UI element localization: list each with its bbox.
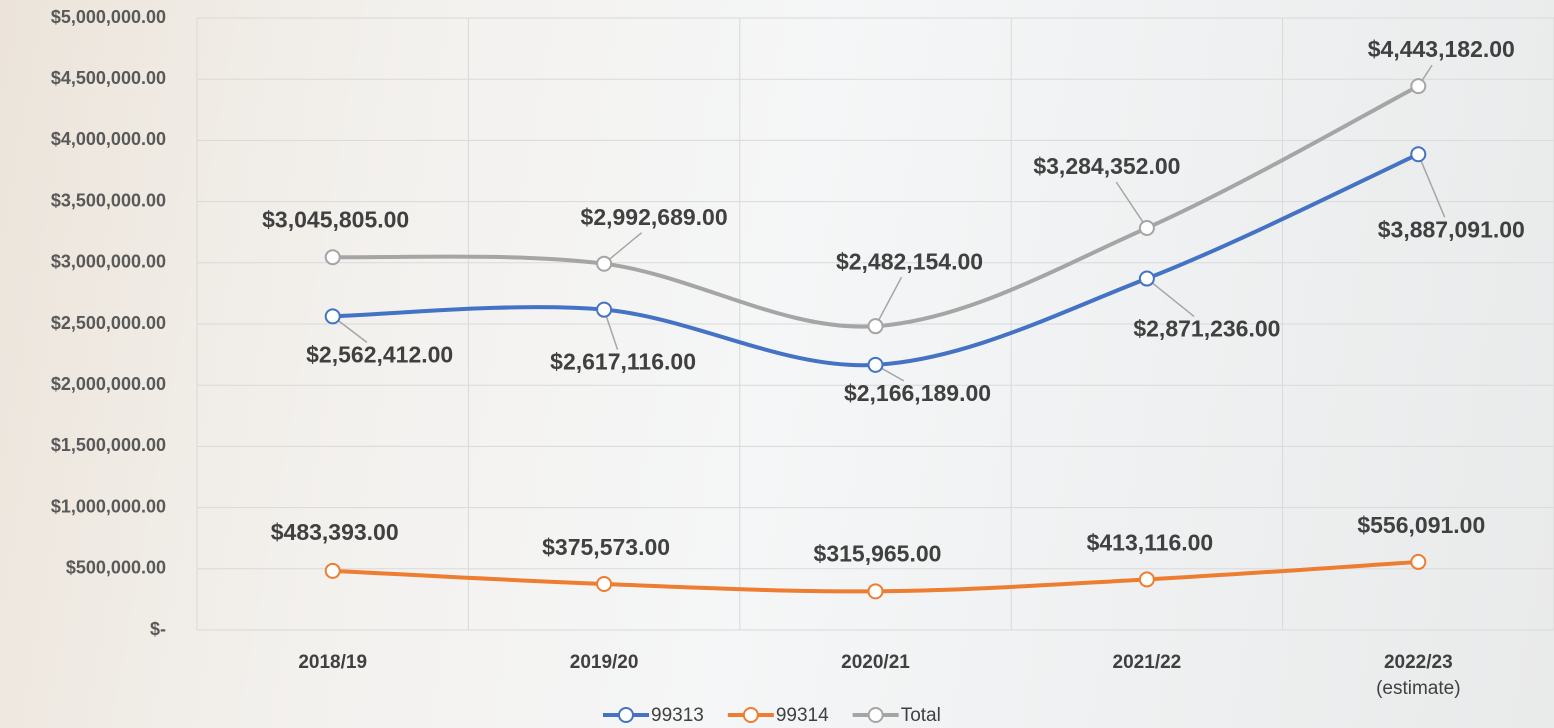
- leader-line: [1115, 181, 1148, 229]
- data-label: $315,965.00: [814, 540, 942, 566]
- legend-marker: [742, 707, 759, 723]
- legend-item: 99314: [727, 705, 829, 726]
- legend-marker: [867, 707, 884, 723]
- marker: [596, 255, 613, 272]
- data-label: $413,116.00: [1087, 530, 1214, 556]
- y-tick-label: $2,000,000.00: [51, 374, 166, 394]
- legend-label: 99314: [776, 705, 829, 726]
- leader-line: [874, 276, 903, 327]
- x-tick-label: 2021/22: [1112, 652, 1182, 673]
- data-label: $375,573.00: [542, 534, 670, 560]
- y-tick-label: $2,500,000.00: [51, 313, 166, 333]
- data-label: $3,887,091.00: [1378, 216, 1525, 242]
- marker: [324, 249, 341, 266]
- marker: [867, 583, 884, 600]
- data-label: $2,562,412.00: [306, 341, 453, 367]
- marker: [867, 356, 884, 373]
- marker: [596, 301, 613, 318]
- legend-item: 99313: [603, 705, 704, 726]
- x-tick-label: 2020/21: [841, 652, 910, 673]
- data-label: $3,284,352.00: [1033, 153, 1180, 179]
- legend-marker: [618, 707, 634, 723]
- data-label: $2,871,236.00: [1133, 316, 1280, 342]
- y-tick-label: $3,500,000.00: [51, 190, 166, 210]
- data-label: $2,482,154.00: [836, 248, 983, 274]
- marker: [324, 562, 341, 579]
- marker: [1410, 78, 1427, 95]
- marker: [1138, 270, 1155, 287]
- y-tick-label: $1,000,000.00: [51, 496, 166, 516]
- marker: [1410, 553, 1427, 570]
- marker: [1410, 146, 1427, 163]
- legend-label: Total: [901, 705, 941, 726]
- marker: [324, 308, 341, 325]
- y-tick-label: $3,000,000.00: [51, 252, 166, 272]
- y-tick-label: $5,000,000.00: [51, 7, 166, 27]
- data-label: $483,393.00: [271, 519, 399, 545]
- series-line: [330, 84, 1421, 329]
- leader-line: [603, 232, 643, 265]
- data-label: $2,992,689.00: [581, 204, 728, 230]
- x-tick-label: 2022/23 (estimate): [1376, 652, 1461, 699]
- y-tick-label: $500,000.00: [66, 558, 166, 578]
- marker: [867, 318, 884, 335]
- marker: [596, 576, 613, 593]
- x-tick-label: 2019/20: [569, 652, 639, 673]
- y-tick-label: $4,500,000.00: [51, 68, 166, 88]
- y-tick-label: $4,000,000.00: [51, 129, 166, 149]
- marker: [1138, 219, 1155, 236]
- data-label: $4,443,182.00: [1368, 36, 1515, 62]
- leader-line: [1146, 277, 1195, 318]
- leader-line: [1417, 153, 1446, 218]
- data-label: $2,166,189.00: [844, 380, 991, 406]
- marker: [1138, 571, 1155, 588]
- legend-item: Total: [852, 705, 941, 726]
- legend-label: 99313: [651, 705, 704, 726]
- data-label: $556,091.00: [1357, 512, 1485, 538]
- x-tick-label: 2018/19: [298, 652, 368, 673]
- data-label: $3,045,805.00: [262, 206, 409, 232]
- data-label: $2,617,116.00: [550, 349, 696, 375]
- y-tick-label: $-: [150, 619, 166, 639]
- y-tick-label: $1,500,000.00: [51, 435, 166, 455]
